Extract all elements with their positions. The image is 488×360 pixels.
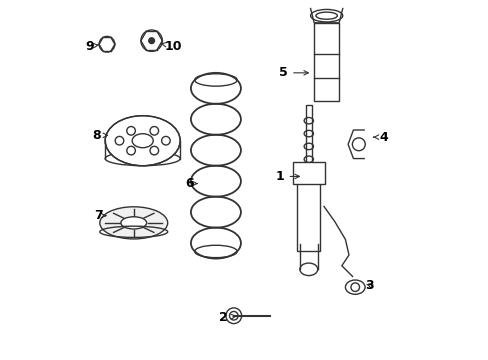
Text: 10: 10 <box>161 40 182 53</box>
Bar <box>305 105 311 169</box>
Text: 2: 2 <box>218 311 235 324</box>
Bar <box>292 162 324 184</box>
Ellipse shape <box>121 217 146 229</box>
Text: 9: 9 <box>86 40 98 53</box>
Text: 4: 4 <box>373 131 387 144</box>
Ellipse shape <box>105 116 180 166</box>
Text: 1: 1 <box>275 170 299 183</box>
Text: 5: 5 <box>279 66 308 79</box>
FancyBboxPatch shape <box>313 23 339 102</box>
Ellipse shape <box>100 207 167 239</box>
Circle shape <box>148 38 154 44</box>
FancyBboxPatch shape <box>297 169 320 251</box>
Text: 3: 3 <box>365 279 373 292</box>
Text: 6: 6 <box>184 177 197 190</box>
Text: 8: 8 <box>92 129 107 142</box>
Text: 7: 7 <box>94 209 105 222</box>
